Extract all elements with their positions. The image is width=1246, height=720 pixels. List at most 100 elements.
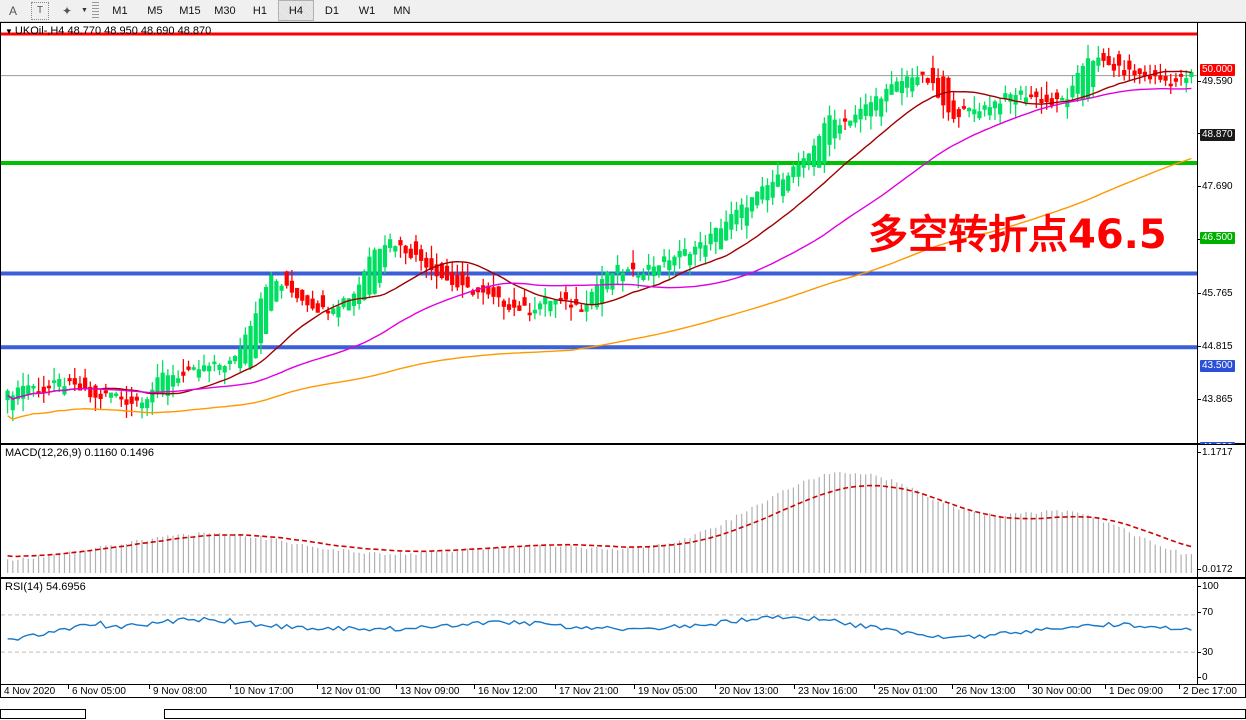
candlestick[interactable] [817, 134, 822, 168]
candlestick[interactable] [362, 269, 367, 301]
candlestick[interactable] [465, 264, 470, 289]
candlestick[interactable] [227, 356, 232, 371]
candlestick[interactable] [26, 374, 31, 400]
candlestick[interactable] [956, 107, 961, 128]
candlestick[interactable] [584, 290, 589, 322]
candlestick[interactable] [672, 255, 677, 276]
candlestick[interactable] [1147, 64, 1153, 84]
candlestick[interactable] [1189, 69, 1194, 84]
candlestick[interactable] [894, 77, 899, 93]
candlestick[interactable] [822, 117, 827, 173]
candlestick[interactable] [150, 382, 155, 416]
horizontal-scroll-left[interactable] [0, 709, 86, 719]
candlestick[interactable] [382, 235, 388, 274]
text-tool-icon[interactable]: A [8, 3, 17, 18]
candlestick[interactable] [998, 97, 1003, 123]
rsi-axis[interactable]: 100 70 30 0 [1197, 579, 1245, 684]
text-label-tool-icon[interactable]: T [31, 1, 49, 20]
candlestick[interactable] [36, 377, 41, 398]
rsi-line[interactable] [7, 614, 1192, 641]
candlestick[interactable] [651, 256, 656, 288]
candlestick[interactable] [294, 287, 300, 303]
candlestick[interactable] [408, 243, 413, 260]
candlestick[interactable] [207, 362, 212, 383]
candlestick[interactable] [388, 233, 393, 253]
candlestick[interactable] [88, 381, 93, 403]
candlestick[interactable] [429, 245, 434, 281]
candlestick[interactable] [630, 250, 636, 277]
candlestick[interactable] [1075, 65, 1080, 103]
collapse-arrow-icon[interactable]: ▼ [5, 27, 13, 36]
candlestick[interactable] [977, 102, 982, 121]
candlestick[interactable] [687, 251, 693, 275]
candlestick[interactable] [698, 231, 703, 262]
candlestick[interactable] [460, 261, 465, 298]
candlestick[interactable] [413, 235, 419, 262]
candlestick[interactable] [191, 364, 196, 371]
candlestick[interactable] [620, 268, 625, 292]
candlestick[interactable] [568, 298, 574, 321]
candlestick[interactable] [243, 327, 248, 366]
candlestick[interactable] [181, 359, 186, 383]
candlestick[interactable] [755, 191, 760, 209]
candlestick[interactable] [232, 354, 238, 364]
candlestick[interactable] [625, 266, 631, 272]
candlestick[interactable] [677, 240, 682, 269]
candlestick[interactable] [496, 285, 501, 307]
candlestick[interactable] [641, 268, 646, 282]
candlestick[interactable] [770, 169, 775, 205]
price-axis[interactable]: 49.59048.64047.69046.74045.76544.81543.8… [1197, 23, 1245, 670]
candlestick[interactable] [522, 289, 527, 306]
candlestick[interactable] [553, 299, 558, 318]
candlestick[interactable] [987, 96, 992, 121]
candlestick[interactable] [424, 252, 429, 278]
candlestick[interactable] [930, 55, 936, 91]
candlestick[interactable] [848, 120, 853, 128]
macd-pane[interactable]: MACD(12,26,9) 0.1160 0.1496 1.1717 0.0172 [0, 444, 1246, 578]
candlestick[interactable] [1178, 69, 1184, 86]
candlestick[interactable] [734, 201, 739, 232]
candlestick[interactable] [1137, 68, 1142, 84]
candlestick[interactable] [248, 320, 253, 371]
candlestick[interactable] [1091, 59, 1096, 97]
candlestick[interactable] [196, 359, 201, 382]
candlestick[interactable] [941, 70, 946, 119]
timeframe-m15[interactable]: M15 [179, 4, 201, 17]
candlestick[interactable] [992, 99, 998, 120]
candlestick[interactable] [858, 97, 863, 133]
candlestick[interactable] [83, 368, 88, 392]
candlestick[interactable] [279, 283, 284, 299]
candlestick[interactable] [372, 247, 377, 295]
shapes-tool-icon[interactable]: ✦ [61, 3, 73, 18]
horizontal-scroll-right[interactable] [164, 709, 1246, 719]
candlestick[interactable] [543, 287, 548, 317]
candlestick[interactable] [662, 248, 667, 268]
candlestick[interactable] [305, 294, 310, 312]
candlestick[interactable] [1054, 89, 1060, 113]
candlestick[interactable] [936, 68, 941, 99]
candlestick[interactable] [863, 93, 868, 121]
candlestick[interactable] [589, 288, 594, 310]
candlestick[interactable] [889, 71, 894, 95]
resistance-label-50000[interactable]: 50.000 [1200, 64, 1235, 76]
candlestick[interactable] [20, 372, 26, 412]
candlestick[interactable] [486, 282, 491, 299]
ma-medium-line[interactable] [7, 87, 1192, 400]
candlestick[interactable] [786, 172, 791, 193]
candlestick[interactable] [749, 197, 755, 219]
current-price-label[interactable]: 48.870 [1200, 129, 1235, 141]
candlestick[interactable] [724, 210, 729, 242]
candlestick[interactable] [811, 138, 817, 176]
candlestick[interactable] [703, 234, 708, 265]
candlestick[interactable] [884, 83, 889, 113]
candlestick[interactable] [450, 262, 455, 292]
candlestick[interactable] [134, 393, 139, 407]
candlestick[interactable] [176, 370, 181, 387]
price-plot[interactable] [1, 23, 1197, 443]
candlestick[interactable] [1044, 81, 1049, 110]
candlestick[interactable] [253, 301, 258, 359]
candlestick[interactable] [52, 367, 57, 391]
candlestick[interactable] [1029, 86, 1034, 100]
candlestick[interactable] [455, 264, 460, 291]
macd-plot[interactable] [1, 445, 1197, 577]
